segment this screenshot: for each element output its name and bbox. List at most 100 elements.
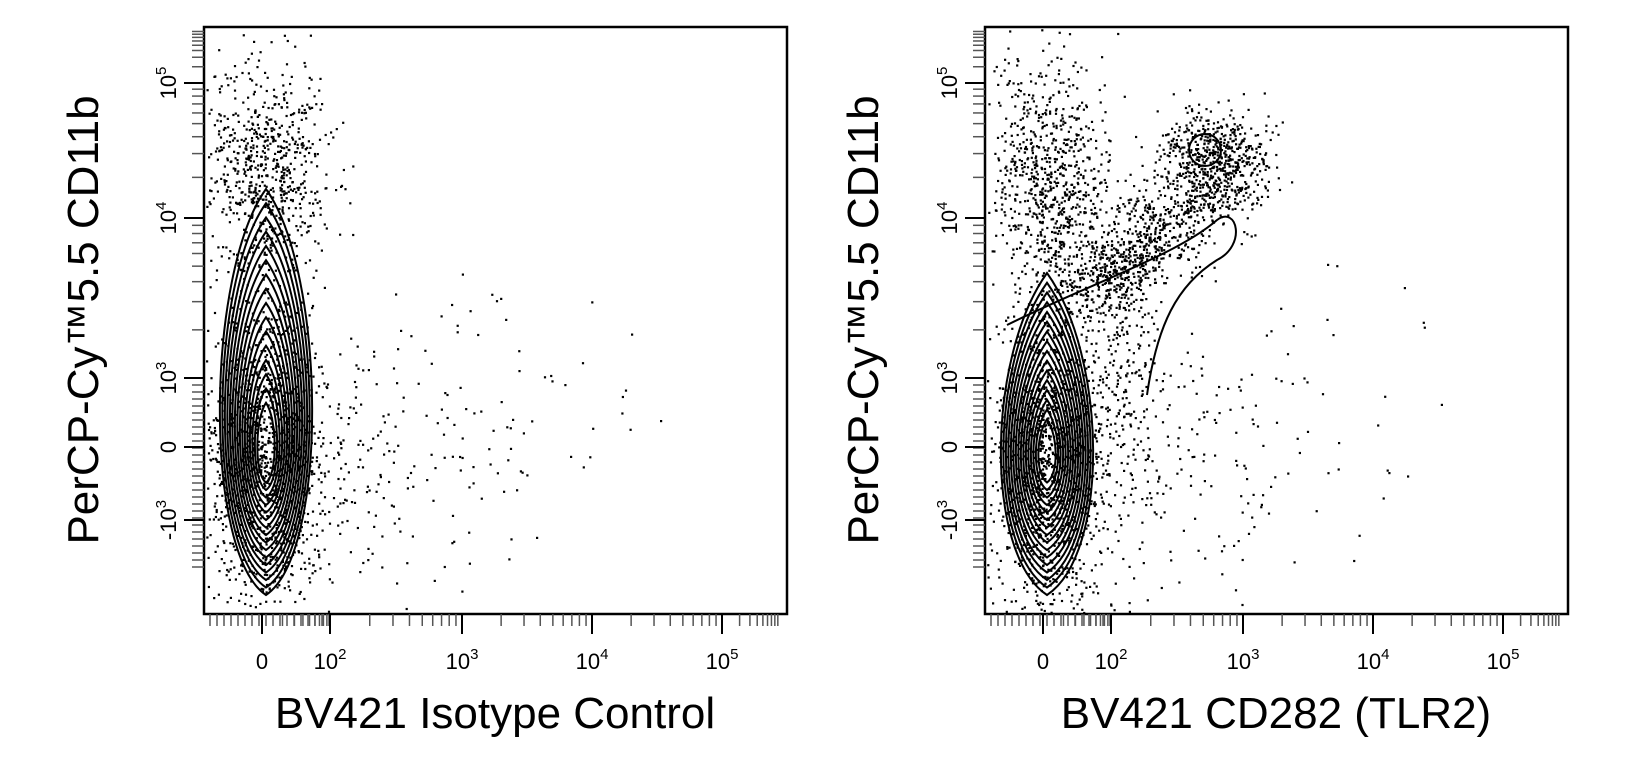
- event-dot: [1139, 254, 1142, 257]
- event-dot: [1142, 248, 1146, 251]
- event-dot: [1117, 284, 1120, 287]
- event-dot: [1102, 464, 1105, 467]
- event-dot: [216, 190, 219, 193]
- event-dot: [271, 244, 274, 247]
- event-dot: [1018, 292, 1021, 295]
- event-dot: [1035, 342, 1038, 345]
- event-dot: [1214, 454, 1217, 457]
- event-dot: [564, 384, 567, 387]
- event-dot: [1030, 233, 1033, 236]
- event-dot: [1286, 353, 1290, 356]
- event-dot: [1052, 408, 1055, 412]
- event-dot: [1063, 268, 1066, 271]
- event-dot: [282, 174, 285, 177]
- event-dot: [269, 422, 272, 425]
- event-dot: [225, 525, 228, 528]
- event-dot: [283, 200, 287, 203]
- event-dot: [282, 84, 285, 87]
- event-dot: [1035, 170, 1038, 173]
- event-dot: [1097, 330, 1100, 333]
- event-dot: [219, 146, 223, 149]
- event-dot: [406, 476, 409, 480]
- event-dot: [283, 180, 286, 184]
- event-dot: [279, 218, 282, 221]
- event-dot: [305, 538, 309, 541]
- event-dot: [1064, 280, 1067, 283]
- event-dot: [366, 485, 369, 488]
- event-dot: [1105, 151, 1108, 154]
- event-dot: [1030, 172, 1033, 175]
- event-dot: [1065, 282, 1068, 285]
- event-dot: [1085, 350, 1088, 353]
- event-dot: [1235, 459, 1238, 462]
- event-dot: [1066, 193, 1069, 196]
- event-dot: [1139, 266, 1142, 269]
- event-dot: [392, 505, 395, 508]
- event-dot: [342, 168, 345, 172]
- event-dot: [272, 190, 275, 193]
- event-dot: [249, 77, 252, 81]
- event-dot: [342, 502, 345, 505]
- event-dot: [1198, 265, 1202, 269]
- event-dot: [1052, 217, 1055, 221]
- event-dot: [1189, 475, 1193, 478]
- event-dot: [1041, 240, 1044, 243]
- event-dot: [263, 369, 267, 372]
- event-dot: [480, 410, 483, 413]
- event-dot: [472, 482, 475, 485]
- event-dot: [312, 211, 315, 214]
- event-dot: [1046, 149, 1049, 152]
- event-dot: [353, 501, 357, 504]
- event-dot: [262, 338, 265, 341]
- event-dot: [251, 79, 254, 82]
- event-dot: [311, 460, 314, 463]
- event-dot: [1066, 369, 1069, 372]
- event-dot: [426, 479, 429, 482]
- event-dot: [1044, 203, 1047, 206]
- event-dot: [1039, 553, 1043, 556]
- event-dot: [1287, 472, 1290, 475]
- event-dot: [1059, 119, 1063, 122]
- event-dot: [506, 426, 509, 429]
- event-dot: [238, 202, 241, 205]
- event-dot: [1004, 173, 1007, 176]
- event-dot: [232, 212, 235, 215]
- event-dot: [991, 450, 994, 453]
- event-dot: [1155, 248, 1158, 251]
- event-dot: [292, 435, 295, 438]
- event-dot: [1014, 169, 1018, 172]
- event-dot: [1074, 142, 1077, 145]
- event-dot: [382, 415, 385, 418]
- event-dot: [1046, 512, 1049, 515]
- event-dot: [233, 132, 236, 135]
- event-dot: [1012, 225, 1015, 228]
- event-dot: [213, 124, 216, 127]
- event-dot: [1122, 428, 1125, 431]
- event-dot: [1057, 542, 1060, 545]
- event-dot: [225, 506, 228, 509]
- event-dot: [299, 192, 302, 196]
- event-dot: [256, 123, 259, 126]
- event-dot: [1082, 177, 1085, 180]
- event-dot: [1049, 580, 1052, 583]
- event-dot: [272, 159, 275, 162]
- event-dot: [356, 345, 359, 348]
- event-dot: [1227, 182, 1230, 185]
- event-dot: [1057, 274, 1060, 277]
- event-dot: [339, 441, 342, 444]
- event-dot: [1075, 253, 1079, 257]
- event-dot: [249, 402, 252, 405]
- event-dot: [1075, 138, 1078, 141]
- event-dot: [1038, 220, 1042, 223]
- event-dot: [1094, 433, 1097, 436]
- event-dot: [1049, 157, 1052, 160]
- event-dot: [367, 511, 370, 514]
- event-dot: [1106, 462, 1109, 465]
- event-dot: [262, 421, 266, 424]
- event-dot: [1066, 221, 1069, 224]
- event-dot: [1101, 396, 1104, 399]
- event-dot: [1018, 441, 1021, 444]
- event-dot: [1292, 325, 1295, 328]
- event-dot: [225, 514, 228, 517]
- event-dot: [265, 425, 268, 428]
